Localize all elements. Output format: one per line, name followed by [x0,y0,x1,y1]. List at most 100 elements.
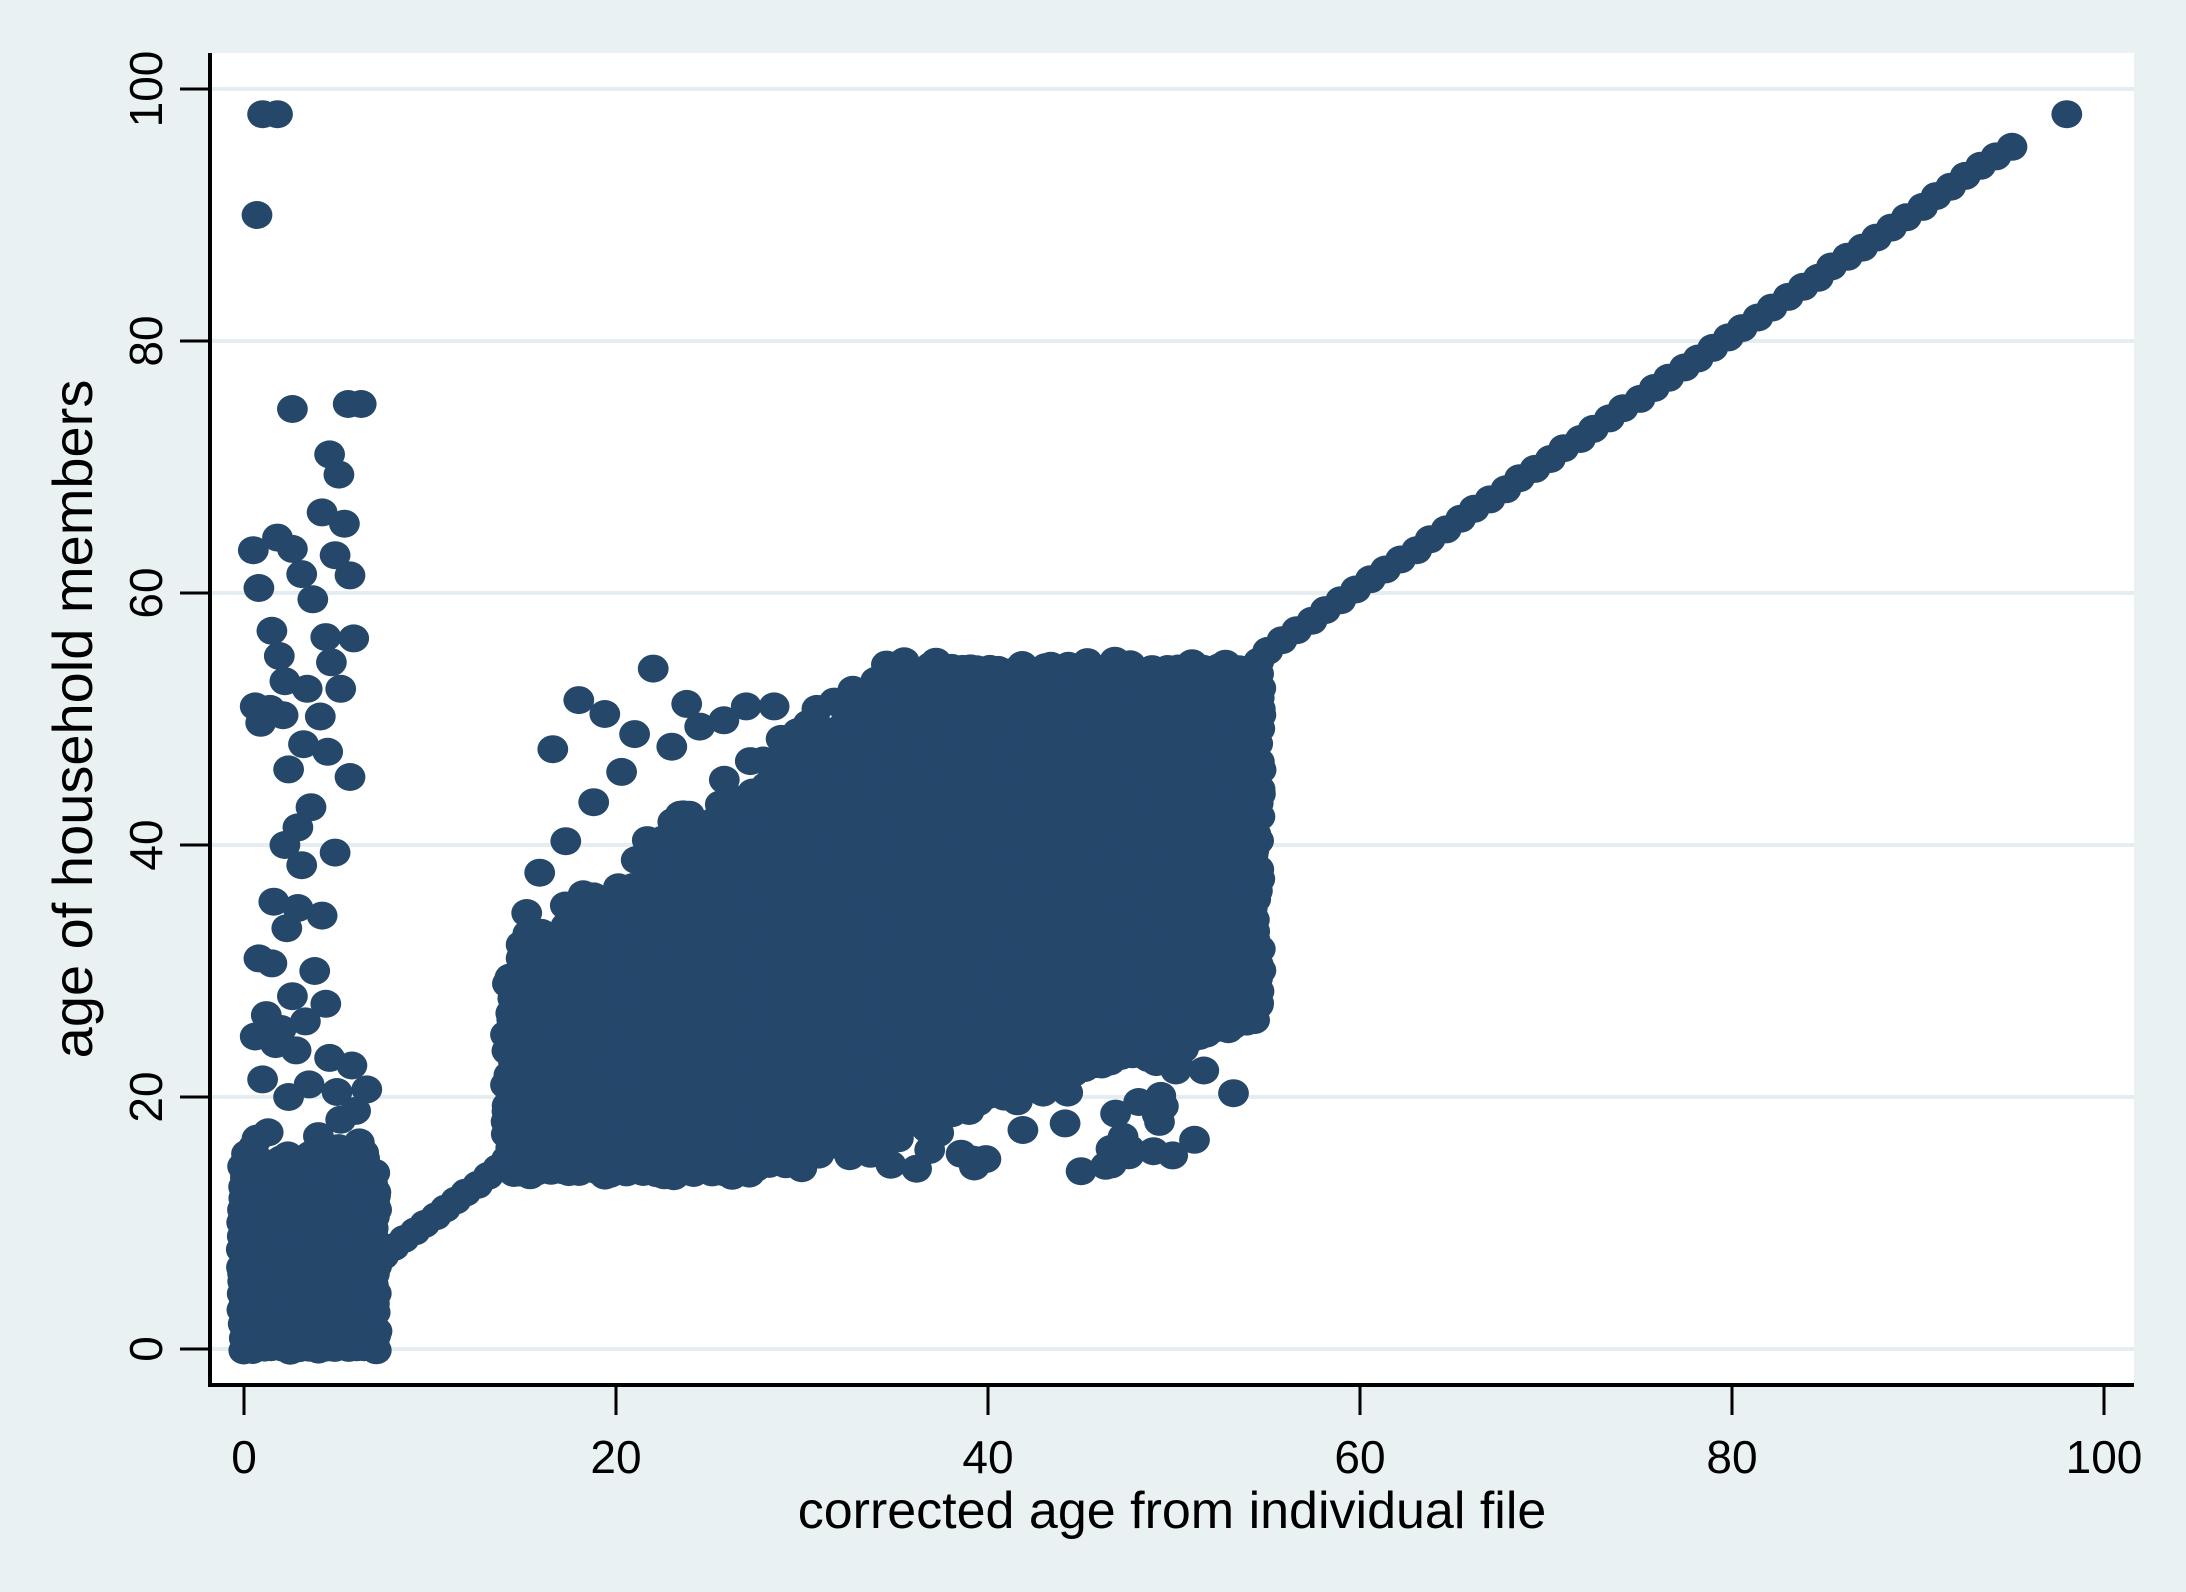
data-point [2051,100,2083,129]
data-point [765,724,797,753]
data-point [306,901,338,930]
data-point [316,648,347,677]
x-axis-ticks: 0 20 40 60 80 100 [231,1385,2142,1483]
y-tick-label: 20 [120,1071,172,1122]
data-point [288,730,319,759]
data-point [1141,1100,1173,1129]
data-point [304,702,336,731]
data-point [295,793,327,822]
data-point [345,390,377,418]
data-point [888,647,920,676]
y-axis-title: age of household members [41,380,104,1059]
data-point [1007,1116,1039,1144]
data-point [237,536,269,565]
data-point [734,747,766,776]
data-point [606,757,637,786]
data-point [280,1036,312,1065]
data-point [312,737,344,766]
data-point [256,616,288,645]
data-point [1207,760,1238,789]
data-point [310,623,342,652]
data-point [297,585,329,614]
x-axis-title: corrected age from individual file [798,1482,1547,1540]
data-point [286,560,318,589]
data-point [336,1051,368,1080]
data-point [1049,1109,1081,1138]
data-point [334,763,366,791]
data-point [277,395,308,423]
data-point [334,561,366,590]
data-point [340,1096,371,1125]
data-point [1171,999,1203,1028]
data-point [273,755,304,784]
data-point [258,887,290,916]
data-point [1138,1137,1169,1166]
scatter-points [225,100,2083,1365]
data-point [589,700,621,728]
data-point [241,201,273,229]
data-point [359,1158,391,1187]
data-point [1160,872,1192,901]
data-point [865,1138,897,1166]
data-point [319,541,351,570]
x-tick-label: 60 [1334,1431,1385,1483]
data-point [851,686,883,715]
data-point [647,825,679,854]
data-point [524,858,556,887]
data-point [853,1110,885,1139]
data-point [953,1097,985,1125]
data-point [271,914,303,943]
y-axis-ticks: 0 20 40 60 80 100 [120,51,210,1362]
data-point [241,1124,273,1153]
x-tick-label: 0 [231,1431,257,1483]
data-point [901,1154,932,1183]
data-point [1179,1125,1210,1154]
x-tick-label: 20 [590,1431,641,1483]
data-point [758,692,790,721]
data-point [1225,955,1257,984]
data-point [262,100,293,129]
data-point [730,692,762,721]
data-point [563,686,595,715]
data-point [1160,1056,1192,1085]
data-point [770,1150,802,1179]
data-point [243,574,275,602]
data-point [303,1122,334,1151]
data-point [879,672,911,701]
data-point [737,1153,769,1182]
data-point [970,1145,1002,1174]
data-point [321,1078,353,1106]
data-point [1188,1056,1220,1085]
data-point [273,1083,304,1111]
data-point [505,944,537,973]
data-point [597,882,629,911]
data-point [338,624,370,653]
data-point [325,674,357,703]
data-point [619,720,650,749]
data-point [801,694,833,723]
data-point [1052,1078,1084,1107]
data-point [277,982,308,1011]
data-point [1132,1043,1164,1072]
x-tick-label: 80 [1706,1431,1757,1483]
data-point [1169,826,1201,854]
data-point [277,534,308,563]
axes [208,53,2134,1387]
data-point [329,509,360,538]
x-tick-label: 40 [962,1431,1013,1483]
y-tick-label: 60 [120,567,172,618]
data-point [567,880,599,909]
data-point [286,851,318,880]
data-point [291,674,323,703]
data-point [299,957,331,985]
data-point [319,838,351,867]
data-point [928,1098,960,1127]
y-tick-label: 80 [120,315,172,366]
data-point [511,899,543,927]
data-point [1218,1079,1249,1108]
data-point [834,1142,866,1171]
data-point [343,1128,375,1157]
data-point [528,920,559,949]
